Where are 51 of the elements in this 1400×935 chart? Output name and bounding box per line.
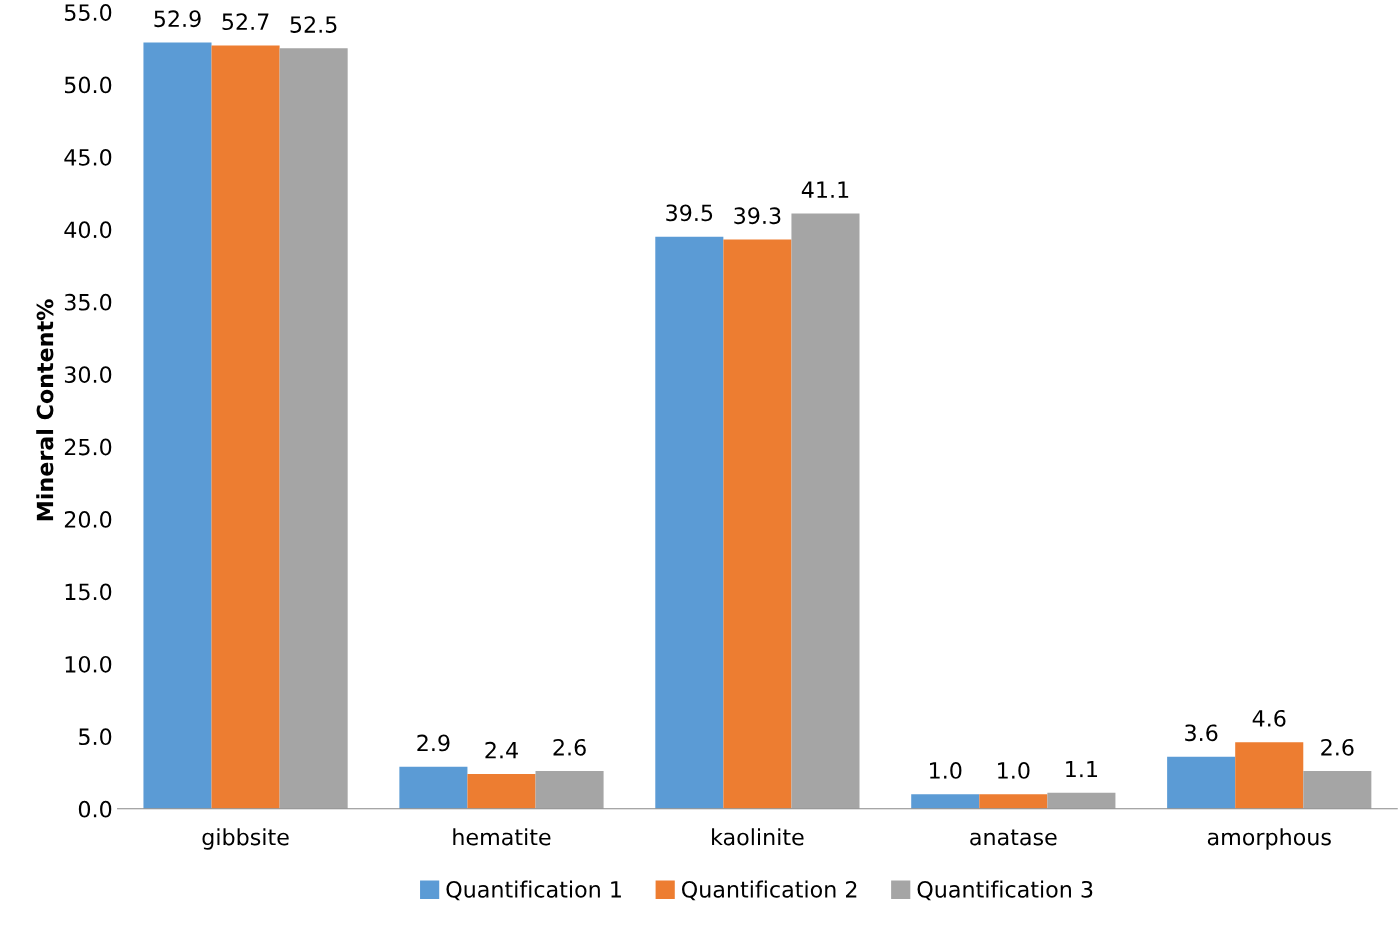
legend-label: Quantification 1 [446, 880, 621, 901]
data-label: 52.7 [222, 13, 269, 31]
bar [211, 45, 280, 809]
data-label: 39.3 [734, 207, 781, 225]
bar [655, 236, 724, 809]
legend-label: Quantification 2 [681, 880, 857, 901]
bar [1303, 771, 1372, 809]
y-tick-label: 20.0 [64, 511, 112, 528]
bar [143, 42, 212, 809]
bar [399, 766, 468, 809]
bar [911, 794, 980, 809]
data-label: 41.1 [801, 181, 849, 198]
data-label: 2.9 [417, 734, 450, 752]
data-label: 52.9 [154, 10, 201, 28]
data-label: 1.1 [1066, 760, 1098, 778]
y-tick-label: 10.0 [65, 655, 112, 673]
bar [723, 239, 792, 809]
data-label: 4.6 [1252, 709, 1286, 727]
bar [979, 794, 1048, 809]
y-tick-label: 0.0 [78, 800, 112, 818]
y-axis-title: Mineral Content% [36, 299, 54, 521]
data-label: 1.0 [930, 762, 962, 779]
y-tick-label: 40.0 [64, 221, 112, 239]
y-tick-label: 35.0 [64, 293, 112, 311]
x-tick-label: gibbsite [202, 828, 289, 850]
bar [535, 771, 604, 809]
legend-label: Quantification 3 [917, 880, 1093, 901]
data-label: 3.6 [1185, 724, 1218, 742]
bar [791, 213, 860, 809]
y-tick-label: 45.0 [64, 148, 112, 166]
x-tick-label: amorphous [1207, 828, 1331, 850]
bar [1167, 756, 1236, 809]
data-label: 2.6 [1321, 738, 1354, 756]
y-tick-label: 50.0 [64, 76, 112, 94]
x-tick-label: kaolinite [712, 828, 804, 846]
bar [467, 774, 536, 809]
x-tick-label: hematite [453, 828, 551, 846]
data-label: 39.5 [666, 204, 713, 222]
x-tick-label: anatase [970, 829, 1057, 846]
data-label: 2.4 [485, 741, 518, 759]
y-tick-label: 55.0 [64, 4, 112, 21]
bar [1235, 742, 1304, 809]
bar [279, 48, 348, 809]
data-label: 52.5 [290, 16, 337, 33]
y-tick-label: 5.0 [79, 728, 112, 746]
data-label: 1.0 [998, 762, 1030, 779]
y-tick-label: 30.0 [64, 366, 112, 384]
data-label: 2.6 [553, 738, 586, 756]
bar [1047, 792, 1116, 809]
y-tick-label: 15.0 [65, 583, 112, 601]
y-tick-label: 25.0 [64, 438, 112, 456]
